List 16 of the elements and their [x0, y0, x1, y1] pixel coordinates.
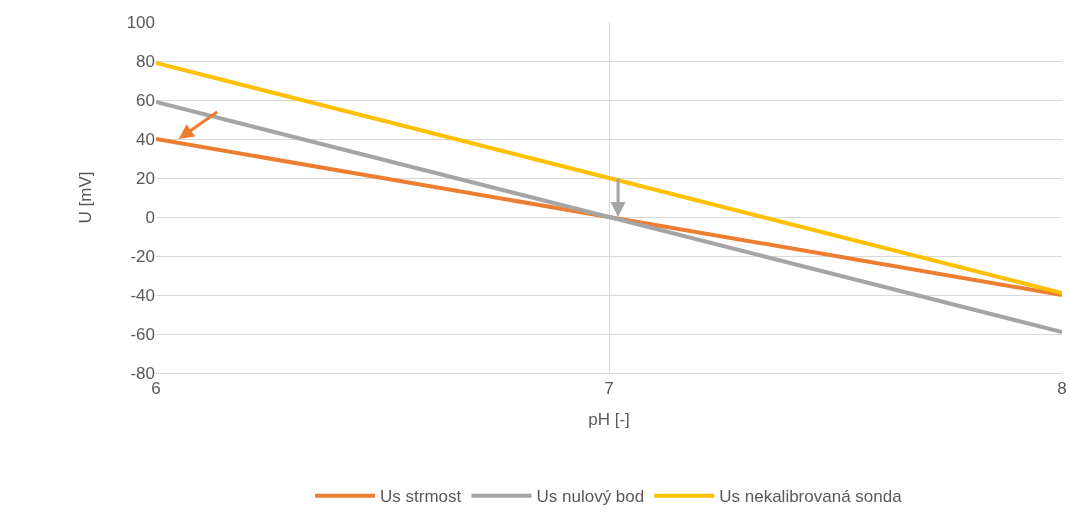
y-tick-label: 0	[145, 207, 155, 227]
x-axis-title: pH [-]	[588, 409, 630, 429]
y-tick-label: 80	[136, 51, 155, 71]
y-tick-label: 40	[136, 129, 155, 149]
legend-label: Us nulový bod	[536, 487, 645, 507]
x-tick-label: 7	[604, 379, 614, 399]
y-axis-title: U [mV]	[76, 171, 96, 224]
x-tick-label: 8	[1057, 379, 1067, 399]
y-tick-label: -60	[130, 324, 155, 344]
y-tick-label: 100	[126, 12, 155, 32]
y-tick-label: 60	[136, 90, 155, 110]
y-tick-label: 20	[136, 168, 155, 188]
y-tick-label: -40	[130, 285, 155, 305]
y-tick-label: -20	[130, 246, 155, 266]
legend-label: Us strmost	[380, 487, 462, 507]
legend-label: Us nekalibrovaná sonda	[719, 487, 903, 507]
